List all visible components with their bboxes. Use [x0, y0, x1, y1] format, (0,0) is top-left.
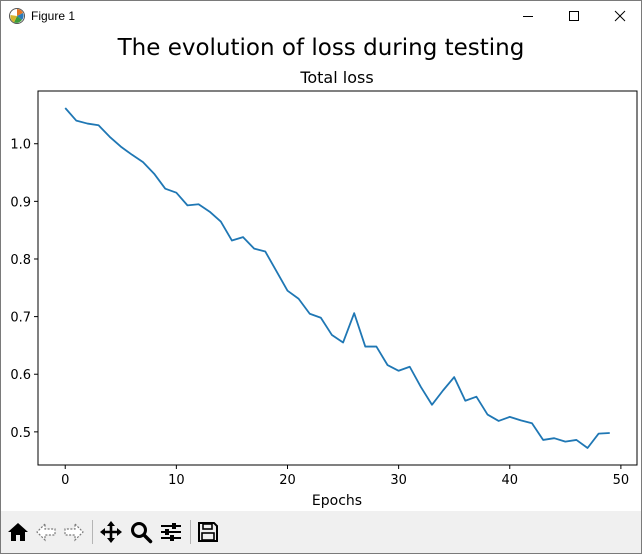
loss-chart: The evolution of loss during testing Tot… [10, 35, 638, 509]
maximize-icon [569, 11, 579, 21]
figure-canvas: The evolution of loss during testing Tot… [1, 31, 641, 511]
minimize-icon [523, 16, 533, 17]
y-tick-label: 0.5 [10, 426, 31, 441]
x-tick-label: 20 [279, 473, 296, 488]
maximize-button[interactable] [551, 1, 597, 31]
y-tick-label: 0.6 [10, 368, 31, 383]
pan-icon [100, 521, 122, 543]
title-bar: Figure 1 [1, 1, 641, 31]
back-icon [36, 522, 56, 542]
y-tick-label: 0.8 [10, 253, 31, 268]
minimize-button[interactable] [505, 1, 551, 31]
y-tick-label: 0.9 [10, 195, 31, 210]
forward-button[interactable] [61, 519, 87, 545]
x-tick-label: 0 [61, 473, 69, 488]
axes-frame [37, 90, 638, 466]
close-icon [614, 10, 626, 22]
toolbar-separator [92, 520, 93, 544]
configure-subplots-icon [161, 523, 181, 541]
home-icon [8, 523, 28, 541]
y-tick-label: 0.7 [10, 311, 31, 326]
close-button[interactable] [597, 1, 641, 31]
window-title: Figure 1 [31, 9, 76, 23]
x-tick-label: 30 [390, 473, 407, 488]
home-button[interactable] [5, 519, 31, 545]
x-tick-label: 10 [168, 473, 185, 488]
x-tick-label: 40 [501, 473, 518, 488]
axes-title: Total loss [299, 68, 373, 87]
zoom-icon [131, 522, 153, 544]
toolbar-separator [190, 520, 191, 544]
loss-series-line [64, 107, 610, 449]
pan-button[interactable] [98, 519, 124, 545]
configure-subplots-button[interactable] [158, 519, 184, 545]
zoom-button[interactable] [128, 519, 154, 545]
matplotlib-logo-icon [8, 7, 26, 25]
save-icon [198, 522, 218, 542]
save-button[interactable] [195, 519, 221, 545]
back-button[interactable] [33, 519, 59, 545]
x-axis-label: Epochs [312, 493, 362, 509]
y-tick-label: 1.0 [10, 138, 31, 153]
x-tick-label: 50 [613, 473, 630, 488]
forward-icon [64, 522, 84, 542]
navigation-toolbar [1, 511, 641, 553]
figure-suptitle: The evolution of loss during testing [117, 35, 525, 61]
